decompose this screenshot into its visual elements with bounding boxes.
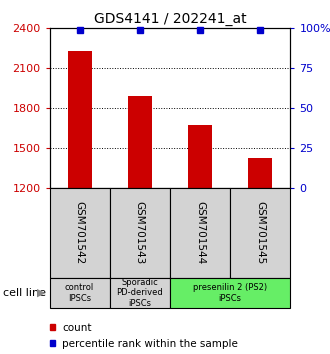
Text: control
IPSCs: control IPSCs bbox=[65, 283, 94, 303]
Bar bbox=[170, 188, 230, 278]
Bar bbox=[230, 188, 290, 278]
Text: cell line: cell line bbox=[3, 288, 46, 298]
Bar bbox=[68, 51, 92, 188]
Bar bbox=[110, 188, 170, 278]
Bar bbox=[170, 278, 290, 308]
Text: count: count bbox=[62, 323, 91, 333]
Bar bbox=[50, 278, 110, 308]
Bar bbox=[128, 96, 152, 188]
Bar bbox=[50, 188, 110, 278]
Text: Sporadic
PD-derived
iPSCs: Sporadic PD-derived iPSCs bbox=[116, 278, 163, 308]
Text: GSM701543: GSM701543 bbox=[135, 201, 145, 264]
Bar bbox=[188, 125, 212, 188]
Bar bbox=[110, 278, 170, 308]
Title: GDS4141 / 202241_at: GDS4141 / 202241_at bbox=[94, 12, 246, 26]
Bar bbox=[248, 159, 272, 188]
Text: GSM701545: GSM701545 bbox=[255, 201, 265, 264]
Text: ▶: ▶ bbox=[37, 288, 46, 298]
Text: percentile rank within the sample: percentile rank within the sample bbox=[62, 339, 238, 349]
Text: presenilin 2 (PS2)
iPSCs: presenilin 2 (PS2) iPSCs bbox=[193, 283, 267, 303]
Text: GSM701544: GSM701544 bbox=[195, 201, 205, 264]
Text: GSM701542: GSM701542 bbox=[75, 201, 84, 264]
